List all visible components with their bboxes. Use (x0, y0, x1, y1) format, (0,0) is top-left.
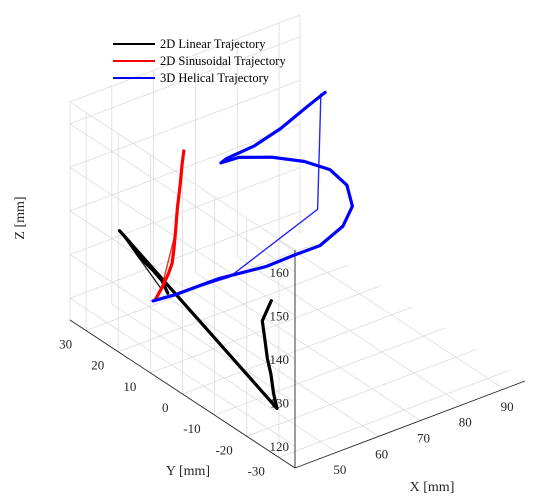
linear-measured-line (117, 229, 279, 410)
tick-labels: 5060708090-30-20-10010203012013014015016… (59, 265, 514, 479)
y-tick-label: -30 (248, 463, 265, 478)
helical-measured-line (151, 90, 354, 303)
x-tick-label: 80 (459, 415, 472, 430)
y-tick-label: 30 (59, 337, 72, 352)
grid-line (69, 14, 301, 103)
grid-line (69, 167, 301, 255)
sinusoidal-measured-line (153, 149, 186, 302)
y-axis-line (69, 319, 296, 469)
x-tick-label: 60 (375, 446, 388, 461)
series-lines (117, 90, 354, 410)
grid-line (69, 80, 301, 168)
grid-line (69, 297, 296, 447)
legend-label-linear: 2D Linear Trajectory (160, 37, 266, 51)
grid-line (69, 254, 296, 403)
x-axis-line (294, 380, 526, 469)
x-axis-label: X [mm] (410, 480, 455, 495)
legend-label-sinusoidal: 2D Sinusoidal Trajectory (160, 54, 286, 68)
z-tick-label: 120 (270, 439, 290, 454)
grid-line (69, 210, 301, 299)
grid-line (69, 36, 301, 125)
legend-label-helical: 3D Helical Trajectory (160, 71, 270, 85)
z-axis-label: Z [mm] (13, 196, 28, 239)
grid-line (118, 264, 349, 353)
z-tick-label: 150 (270, 308, 290, 323)
z-tick-label: 160 (270, 265, 290, 280)
x-tick-label: 90 (501, 399, 514, 414)
x-tick-label: 70 (417, 431, 430, 446)
grid-line (150, 285, 381, 374)
grid-line (69, 167, 296, 316)
grid-lines (69, 14, 510, 458)
grid-line (69, 210, 296, 360)
grid-line (69, 123, 296, 273)
grid-line (278, 370, 510, 458)
grid-line (85, 243, 317, 331)
y-tick-label: -10 (183, 421, 200, 436)
grid-line (214, 327, 445, 416)
legend: 2D Linear Trajectory 2D Sinusoidal Traje… (113, 37, 286, 85)
grid-line (182, 306, 413, 395)
x-tick-label: 50 (333, 462, 346, 477)
y-tick-label: -20 (215, 442, 232, 457)
y-tick-label: 0 (162, 400, 169, 415)
y-axis-label: Y [mm] (166, 464, 210, 479)
y-tick-label: 10 (123, 379, 136, 394)
axes (69, 250, 526, 469)
grid-line (69, 123, 301, 212)
grid-line (246, 348, 477, 437)
z-tick-label: 140 (270, 352, 290, 367)
y-tick-label: 20 (91, 358, 104, 373)
